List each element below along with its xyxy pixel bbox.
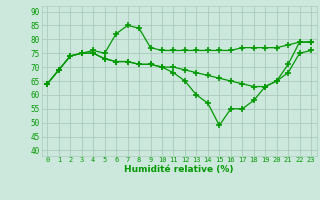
X-axis label: Humidité relative (%): Humidité relative (%) bbox=[124, 165, 234, 174]
